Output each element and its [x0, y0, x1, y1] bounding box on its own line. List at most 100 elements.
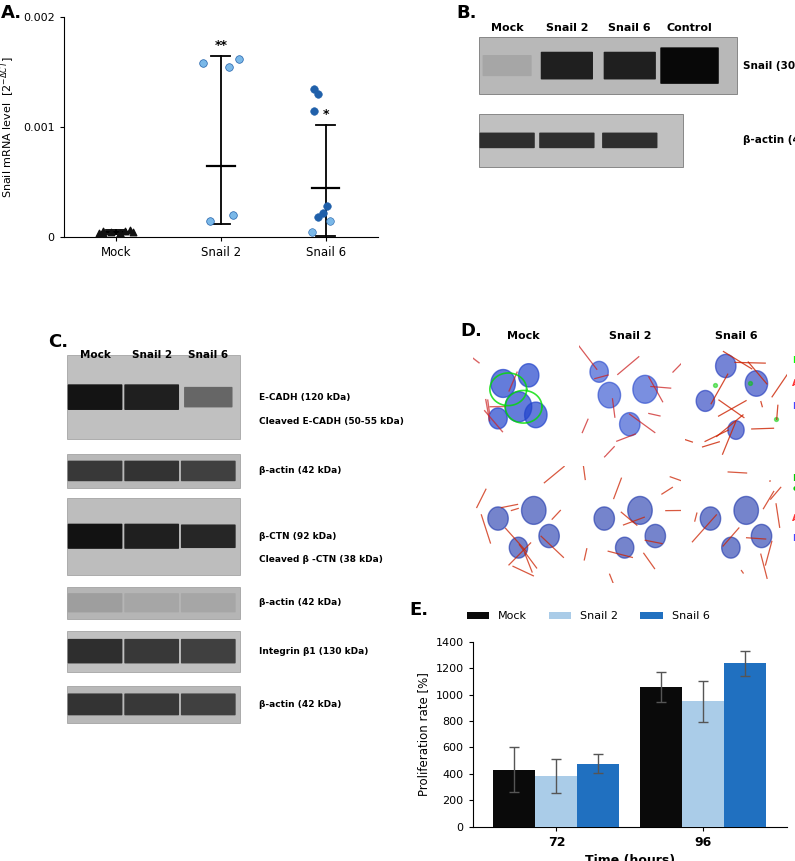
Text: β-actin (42 kDa): β-actin (42 kDa) — [258, 467, 341, 475]
Bar — [535, 776, 577, 827]
Polygon shape — [700, 507, 721, 530]
FancyBboxPatch shape — [68, 384, 122, 410]
Text: β-actin (42 kDa): β-actin (42 kDa) — [258, 598, 341, 607]
Text: B.: B. — [457, 4, 477, 22]
X-axis label: Time (hours): Time (hours) — [584, 854, 675, 861]
Text: A.: A. — [1, 4, 21, 22]
Polygon shape — [745, 371, 768, 396]
Text: **: ** — [215, 39, 227, 52]
Point — [93, 226, 106, 240]
FancyBboxPatch shape — [124, 384, 179, 410]
Text: Actin: Actin — [792, 514, 795, 523]
FancyBboxPatch shape — [539, 133, 595, 148]
FancyBboxPatch shape — [124, 593, 179, 612]
Text: D.: D. — [460, 322, 482, 340]
FancyBboxPatch shape — [124, 523, 179, 548]
Bar — [577, 764, 619, 827]
Title: Snail 6: Snail 6 — [715, 331, 758, 341]
Text: C.: C. — [48, 333, 68, 351]
Text: β-CTN (92 kDa): β-CTN (92 kDa) — [258, 532, 336, 541]
Text: Snail (30 kDa): Snail (30 kDa) — [743, 60, 795, 71]
Polygon shape — [522, 497, 546, 524]
Point — [232, 53, 245, 66]
Point — [105, 225, 118, 238]
Point — [123, 223, 136, 237]
Text: Control: Control — [667, 23, 712, 34]
Polygon shape — [488, 507, 508, 530]
Point — [223, 59, 235, 73]
Point — [118, 224, 131, 238]
Polygon shape — [491, 369, 515, 398]
FancyBboxPatch shape — [483, 55, 532, 76]
FancyBboxPatch shape — [67, 587, 240, 618]
Polygon shape — [598, 382, 621, 408]
FancyBboxPatch shape — [68, 461, 122, 481]
FancyBboxPatch shape — [181, 593, 235, 612]
Point — [312, 87, 324, 101]
Bar — [640, 687, 682, 827]
Text: Isotype
control: Isotype control — [792, 474, 795, 493]
Point — [196, 57, 209, 71]
Bar — [724, 663, 766, 827]
Text: Snail 6: Snail 6 — [188, 350, 228, 360]
Bar — [682, 702, 724, 827]
FancyBboxPatch shape — [541, 52, 593, 79]
Polygon shape — [751, 524, 772, 548]
Text: E.: E. — [409, 602, 429, 619]
Polygon shape — [505, 392, 532, 422]
FancyBboxPatch shape — [603, 52, 656, 79]
FancyBboxPatch shape — [479, 114, 683, 167]
Point — [770, 412, 782, 426]
Text: DAPI: DAPI — [792, 534, 795, 542]
Polygon shape — [716, 355, 736, 378]
Point — [320, 200, 333, 214]
Text: *: * — [323, 108, 329, 121]
FancyBboxPatch shape — [68, 593, 122, 612]
FancyBboxPatch shape — [67, 454, 240, 488]
Text: β-actin (42 kDa): β-actin (42 kDa) — [258, 700, 341, 709]
FancyBboxPatch shape — [67, 498, 240, 575]
FancyBboxPatch shape — [181, 461, 235, 481]
Point — [126, 226, 139, 239]
Point — [316, 206, 329, 220]
Point — [306, 226, 319, 239]
FancyBboxPatch shape — [184, 387, 232, 407]
Polygon shape — [734, 497, 758, 524]
Bar — [494, 770, 535, 827]
Point — [227, 208, 240, 222]
Polygon shape — [489, 408, 507, 429]
Polygon shape — [696, 391, 715, 412]
Point — [114, 226, 126, 240]
FancyBboxPatch shape — [68, 693, 122, 715]
Point — [204, 214, 216, 227]
FancyBboxPatch shape — [479, 37, 737, 94]
FancyBboxPatch shape — [479, 133, 535, 148]
Polygon shape — [539, 524, 560, 548]
Title: Mock: Mock — [507, 331, 540, 341]
Text: β-actin (42 kDa): β-actin (42 kDa) — [743, 135, 795, 146]
Y-axis label: Proliferation rate [%]: Proliferation rate [%] — [417, 672, 430, 796]
Polygon shape — [619, 412, 640, 436]
Point — [114, 226, 126, 239]
Text: Cleaved β -CTN (38 kDa): Cleaved β -CTN (38 kDa) — [258, 555, 382, 564]
Text: Mock: Mock — [80, 350, 111, 360]
Polygon shape — [722, 537, 740, 558]
Point — [743, 375, 756, 389]
Text: E-CADH (120 kDa): E-CADH (120 kDa) — [258, 393, 350, 401]
Point — [708, 378, 721, 392]
FancyBboxPatch shape — [124, 693, 179, 715]
FancyBboxPatch shape — [181, 639, 235, 664]
Polygon shape — [615, 537, 634, 558]
FancyBboxPatch shape — [68, 639, 122, 664]
Title: Snail 2: Snail 2 — [608, 331, 651, 341]
Polygon shape — [645, 524, 665, 548]
FancyBboxPatch shape — [68, 523, 122, 548]
Point — [324, 214, 336, 227]
Text: Integrin β1 (130 kDa): Integrin β1 (130 kDa) — [258, 647, 368, 656]
FancyBboxPatch shape — [67, 686, 240, 722]
Text: Snail 2: Snail 2 — [132, 350, 172, 360]
Y-axis label: Snail mRNA level  [2$^{-\Delta CT}$]: Snail mRNA level [2$^{-\Delta CT}$] — [0, 57, 17, 198]
FancyBboxPatch shape — [661, 47, 719, 84]
FancyBboxPatch shape — [181, 693, 235, 715]
Polygon shape — [628, 497, 652, 524]
